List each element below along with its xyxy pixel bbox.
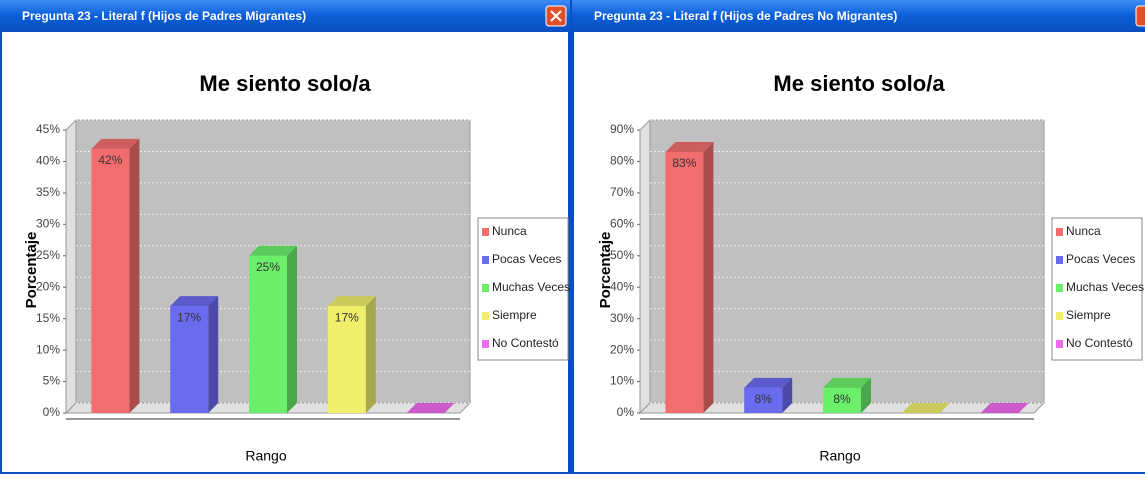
bar — [823, 387, 861, 413]
x-axis-label: Rango — [819, 448, 860, 464]
y-tick-label: 80% — [610, 154, 634, 168]
bar-side — [287, 245, 297, 413]
legend-swatch — [482, 284, 489, 292]
title-bar — [572, 0, 1145, 32]
legend-label: No Contestó — [1066, 336, 1133, 350]
legend-label: Nunca — [1066, 224, 1101, 238]
bar-side — [782, 377, 793, 413]
y-tick-label: 50% — [610, 248, 634, 262]
y-tick-label: 0% — [617, 405, 635, 419]
legend-label: Siempre — [1066, 308, 1111, 322]
value-label: 42% — [98, 153, 122, 167]
legend-label: Pocas Veces — [492, 252, 561, 266]
legend-swatch — [482, 340, 489, 348]
window-title: Pregunta 23 - Literal f (Hijos de Padres… — [22, 9, 306, 23]
legend — [1051, 217, 1143, 361]
y-tick-label: 0% — [43, 405, 61, 419]
left-wall — [65, 118, 77, 415]
bar — [327, 306, 366, 413]
bar-top — [249, 245, 297, 256]
bar-top — [327, 296, 376, 307]
legend-swatch — [482, 312, 489, 320]
bar-top — [823, 377, 871, 388]
bar-side — [365, 296, 376, 413]
bar — [170, 306, 209, 413]
y-tick-label: 30% — [610, 311, 634, 325]
x-axis-label: Rango — [245, 448, 286, 464]
bar — [249, 255, 287, 413]
bar-top — [901, 403, 950, 413]
y-tick-label: 25% — [36, 248, 60, 262]
legend-swatch — [482, 256, 489, 264]
bar-top — [170, 296, 219, 307]
bar — [665, 152, 704, 413]
close-icon — [550, 10, 562, 22]
legend-swatch — [482, 228, 489, 236]
value-label: 8% — [833, 392, 851, 406]
y-tick-label: 5% — [43, 374, 61, 388]
y-tick-label: 10% — [610, 374, 634, 388]
y-tick-label: 20% — [36, 279, 60, 293]
back-wall — [649, 119, 1045, 404]
y-tick-label: 15% — [36, 311, 60, 325]
title-bar — [0, 0, 570, 32]
y-tick-label: 90% — [610, 122, 634, 136]
chart-title: Me siento solo/a — [199, 71, 371, 96]
bar-top — [980, 403, 1029, 413]
legend — [477, 217, 569, 361]
y-tick-label: 10% — [36, 342, 60, 356]
legend-swatch — [1056, 340, 1063, 348]
legend-label: No Contestó — [492, 336, 559, 350]
legend-swatch — [1056, 228, 1063, 236]
y-axis-label: Porcentaje — [23, 232, 40, 309]
close-button[interactable] — [1135, 5, 1145, 27]
y-tick-label: 40% — [610, 279, 634, 293]
y-tick-label: 40% — [36, 154, 60, 168]
bar-side — [703, 142, 714, 413]
bar-top — [665, 142, 714, 153]
bar-side — [861, 377, 871, 413]
y-tick-label: 45% — [36, 122, 60, 136]
value-label: 83% — [672, 156, 696, 170]
bar — [744, 387, 783, 413]
legend-swatch — [1056, 284, 1063, 292]
y-tick-label: 35% — [36, 185, 60, 199]
y-axis-label: Porcentaje — [597, 232, 614, 309]
value-label: 17% — [177, 310, 201, 324]
value-label: 8% — [755, 392, 773, 406]
window-title: Pregunta 23 - Literal f (Hijos de Padres… — [594, 9, 897, 23]
value-label: 25% — [256, 260, 280, 274]
y-tick-label: 20% — [610, 342, 634, 356]
legend-swatch — [1056, 256, 1063, 264]
bar-top — [91, 138, 140, 149]
y-tick-label: 30% — [36, 217, 60, 231]
legend-label: Siempre — [492, 308, 537, 322]
chart-title: Me siento solo/a — [773, 71, 945, 96]
legend-label: Muchas Veces — [492, 280, 570, 294]
legend-label: Pocas Veces — [1066, 252, 1135, 266]
bar-side — [129, 138, 140, 413]
bar — [91, 148, 130, 413]
legend-label: Nunca — [492, 224, 527, 238]
bar-top — [744, 377, 793, 388]
y-tick-label: 60% — [610, 217, 634, 231]
left-wall — [639, 118, 651, 415]
bar-top — [406, 403, 455, 413]
legend-label: Muchas Veces — [1066, 280, 1144, 294]
value-label: 17% — [335, 310, 359, 324]
y-tick-label: 70% — [610, 185, 634, 199]
bar-side — [208, 296, 219, 413]
legend-swatch — [1056, 312, 1063, 320]
